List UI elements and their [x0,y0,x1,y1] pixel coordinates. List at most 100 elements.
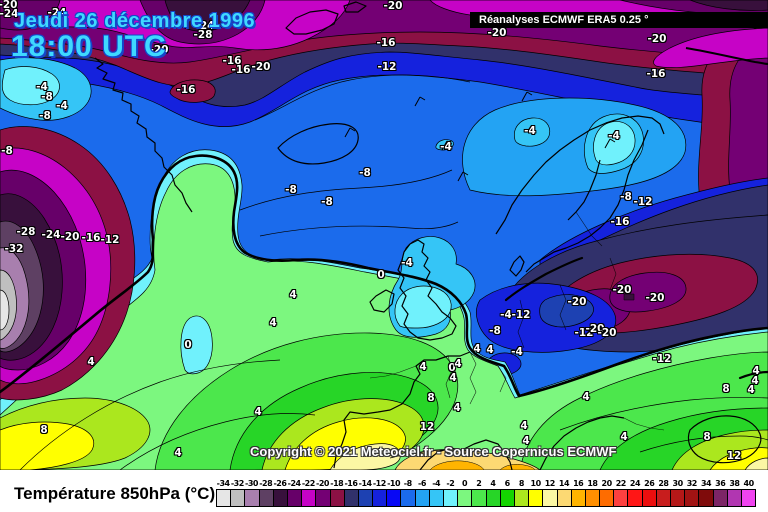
legend-title: Température 850hPa (°C) [14,484,216,503]
legend-value: -2 [446,479,455,488]
temp-label: 0 [377,269,385,281]
legend-swatch [613,490,628,506]
temp-label: -8 [285,184,297,196]
temp-label: 0 [184,339,192,351]
norway-coastline [495,115,665,235]
temp-label: -4 [56,100,68,112]
temp-label: -12 [652,353,672,365]
temp-label: -12 [100,234,120,246]
legend-value: -12 [372,479,386,488]
legend-value: 32 [686,479,698,488]
temp-label: -16 [231,64,251,76]
legend-swatch [357,490,373,506]
legend-value: 10 [530,479,542,488]
legend-value: 22 [615,479,627,488]
temp-label: -16 [222,55,242,67]
sweden-coastline [525,129,649,273]
legend-swatch [528,490,543,506]
temp-label: 12 [726,450,742,462]
temp-label: 4 [449,372,457,384]
temp-label: -8 [620,191,632,203]
legend-value: -10 [387,479,401,488]
legend-value: -32 [230,479,244,488]
legend-swatch [712,490,727,506]
temp-label: -24 [47,7,67,19]
map-date: Jeudi 26 décembre 1996 [14,10,256,32]
legend-swatch [428,490,443,506]
temp-label: -4 [500,309,512,321]
legend-swatch [740,490,756,506]
uk-coastline [397,239,457,341]
temp-label: -12 [574,327,594,339]
temp-label: -20 [612,284,632,296]
temp-label: 4 [752,365,760,377]
color-scale-swatches [216,489,756,507]
temp-label: -8 [359,167,371,179]
temp-label: -12 [633,196,653,208]
legend-value: 2 [476,479,482,488]
temp-label: -12 [377,61,397,73]
black-sea-coastline [687,415,762,464]
temp-label: 4 [419,361,427,373]
legend-value: -8 [403,479,412,488]
legend-swatch [286,490,302,506]
temp-label: -16 [81,232,101,244]
legend-bar: Température 850hPa (°C) -34 -32 -30 -28 -26-… [0,470,768,512]
reanalysis-badge: Réanalyses ECMWF ERA5 0.25 ° [470,12,768,28]
temperature-map: -20 -24 -24 -24 -28 -20 -16 -16 -20 -20 -16 -12 -20-… [0,0,768,470]
legend-swatch [542,490,557,506]
legend-swatch [386,490,401,506]
legend-value: 30 [672,479,684,488]
legend-value: -24 [287,479,301,488]
legend-swatch [599,490,614,506]
temp-label: -4 [524,125,536,137]
legend-value: 14 [558,479,570,488]
legend-value: 12 [544,479,556,488]
temp-label: 0 [448,362,456,374]
temp-label: -4 [36,81,48,93]
temp-label: 4 [174,447,182,459]
temp-label: 4 [520,420,528,432]
legend-value: -34 [216,479,230,488]
temp-label: 4 [289,289,297,301]
temp-label: -20 [0,0,18,11]
ireland-coastline [369,289,395,313]
temp-label: -16 [376,37,396,49]
legend-swatch [343,490,358,506]
temp-label: 4 [582,391,590,403]
legend-value: -6 [418,479,426,488]
wind-barbs [344,91,616,182]
legend-swatch [570,490,585,506]
temp-label: -4 [440,141,452,153]
legend-swatch [301,490,316,506]
legend-swatch [272,490,287,506]
temperature-field-svg [0,0,768,470]
legend-swatch [244,490,259,506]
temp-label: -20 [383,0,403,12]
temp-label: -20 [597,327,617,339]
temp-label: -4 [608,130,620,142]
coastlines [94,1,768,470]
legend-swatch [457,490,472,506]
temp-label: 4 [87,356,95,368]
legend-value: -20 [316,479,329,488]
legend-swatch [485,490,500,506]
legend-value: 38 [729,479,740,488]
legend-swatch [641,490,656,506]
temp-label: -32 [4,243,24,255]
legend-value: 16 [573,479,584,488]
legend-swatch [499,490,514,506]
temp-label: -8 [489,325,501,337]
legend-value: 26 [644,479,655,488]
mediterranean-coastline [419,439,513,470]
legend-swatch [698,490,713,506]
temp-label: -8 [1,145,13,157]
legend-value: 4 [490,479,496,488]
greenland-coastline [94,57,193,213]
legend-swatch [414,490,429,506]
legend-swatch [655,490,670,506]
temp-label: 4 [269,317,277,329]
temp-label: -24 [195,20,215,32]
temp-label: 4 [454,358,462,370]
